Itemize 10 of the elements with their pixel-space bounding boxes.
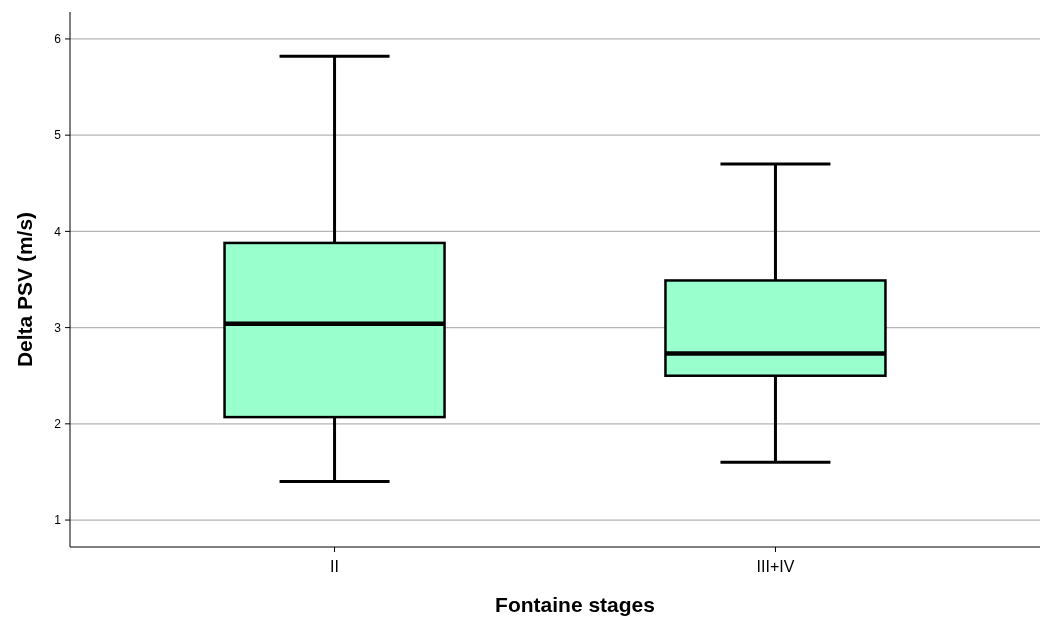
y-axis-title: Delta PSV (m/s) [13,211,36,368]
x-tick-label: III+IV [756,558,795,575]
y-tick-label: 3 [54,320,62,335]
y-tick-label: 6 [54,32,62,47]
y-tick-label: 1 [54,513,62,528]
x-tick-label: II [330,558,339,575]
y-tick-label: 2 [54,417,62,432]
y-tick-label: 5 [54,128,62,143]
x-axis-title: Fontaine stages [495,593,655,616]
y-tick-label: 4 [54,224,62,239]
